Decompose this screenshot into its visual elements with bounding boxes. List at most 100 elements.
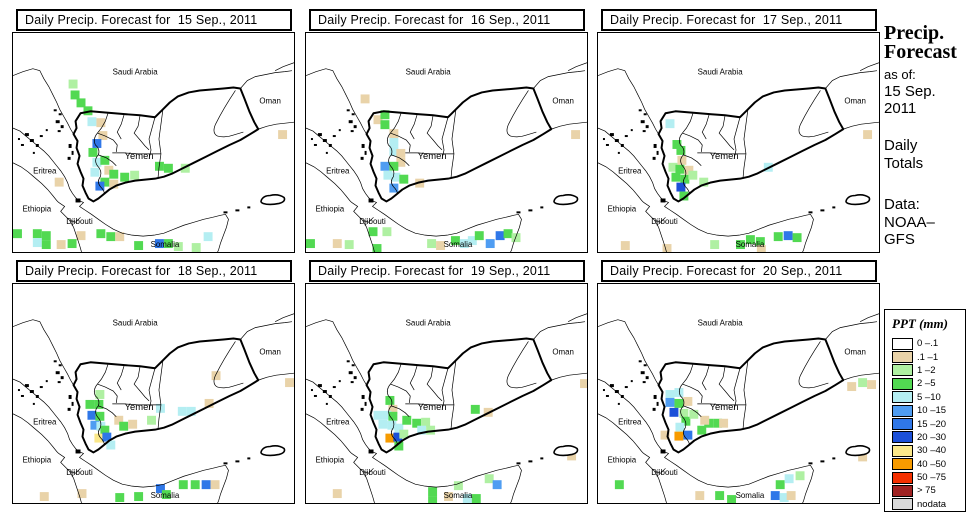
label-djibouti: Djibouti xyxy=(66,217,93,226)
legend-entry: 50 –75 xyxy=(892,471,965,484)
panel-title: Daily Precip. Forecast for 15 Sep., 2011 xyxy=(16,9,292,31)
legend-swatch xyxy=(892,418,913,431)
forecast-panel: Daily Precip. Forecast for 15 Sep., 2011 xyxy=(12,9,295,253)
border-yemen-internal xyxy=(701,114,710,140)
precip-cell xyxy=(92,157,102,167)
islands xyxy=(310,360,544,465)
label-saudi-arabia: Saudi Arabia xyxy=(113,68,159,77)
label-ethiopia: Ethiopia xyxy=(607,204,636,213)
border-yemen-internal xyxy=(682,383,703,403)
precip-cell xyxy=(85,399,95,409)
border-djibouti-somalia xyxy=(69,468,81,474)
coastline-oman-ne xyxy=(567,313,587,322)
label-yemen: Yemen xyxy=(710,150,739,161)
asof-date: 15 Sep. xyxy=(884,83,936,100)
precip-cell xyxy=(380,110,390,120)
border-yemen-internal xyxy=(697,152,746,155)
coastline-oman-south xyxy=(843,372,879,381)
border-oman-interior xyxy=(213,341,244,389)
label-eritrea: Eritrea xyxy=(618,418,642,427)
forecast-map: Saudi Arabia Oman Yemen Eritrea Ethiopia… xyxy=(305,32,588,253)
precip-cell xyxy=(470,404,480,414)
border-yemen-internal xyxy=(441,368,449,410)
precip-cell xyxy=(32,238,42,248)
precip-cell xyxy=(173,242,183,252)
label-djibouti: Djibouti xyxy=(359,217,386,226)
border-yemen-internal xyxy=(157,109,164,179)
border-eritrea-ethiopia xyxy=(306,413,352,454)
precip-cell xyxy=(332,239,342,249)
border-eritrea-ethiopia xyxy=(306,162,352,203)
legend-entry: 1 –2 xyxy=(892,364,965,377)
precip-cell xyxy=(795,471,805,481)
border-ethiopia-somalia xyxy=(362,471,375,503)
label-oman: Oman xyxy=(844,347,866,356)
label-ethiopia: Ethiopia xyxy=(22,455,51,464)
precip-cell xyxy=(106,232,116,242)
precip-cell xyxy=(211,371,221,381)
precip-cell xyxy=(383,170,393,180)
precip-cell xyxy=(161,490,171,500)
border-yemen-internal xyxy=(409,114,418,140)
border-oman-interior xyxy=(213,90,244,138)
basemap-lines xyxy=(13,313,294,503)
border-yemen-internal xyxy=(112,403,161,406)
precip-cell xyxy=(858,378,868,388)
precip-cell xyxy=(567,451,577,461)
legend-entry: 0 –.1 xyxy=(892,337,965,350)
forecast-panel: Daily Precip. Forecast for 16 Sep., 2011 xyxy=(305,9,588,253)
border-ethiopia-djibouti xyxy=(643,202,655,221)
border-yemen-internal xyxy=(98,405,117,418)
legend-label: 5 –10 xyxy=(917,391,941,403)
label-ethiopia: Ethiopia xyxy=(22,204,51,213)
precip-cells xyxy=(332,379,587,503)
border-yemen-internal xyxy=(678,132,690,194)
precip-cell xyxy=(54,177,64,187)
precip-cell xyxy=(90,420,100,430)
label-ethiopia: Ethiopia xyxy=(315,455,344,464)
precip-cell xyxy=(571,130,581,140)
precip-cell xyxy=(863,130,873,140)
precip-cell xyxy=(41,240,51,250)
map-svg: Saudi Arabia Oman Yemen Eritrea Ethiopia… xyxy=(306,62,587,252)
precip-cell xyxy=(511,233,521,243)
precip-cell xyxy=(689,409,699,419)
precip-cell xyxy=(204,398,214,408)
precip-cell xyxy=(128,419,138,429)
legend-swatch xyxy=(892,431,913,444)
precip-cell xyxy=(679,408,689,418)
precip-cell xyxy=(485,239,495,249)
precip-cell xyxy=(676,182,686,192)
label-yemen: Yemen xyxy=(418,401,447,412)
precip-cell xyxy=(39,492,49,502)
label-djibouti: Djibouti xyxy=(651,217,678,226)
forecast-panel: Daily Precip. Forecast for 17 Sep., 2011 xyxy=(597,9,880,253)
border-yemen-internal xyxy=(391,154,410,167)
precip-cell xyxy=(98,131,108,141)
islands xyxy=(17,109,251,214)
legend-entry: 30 –40 xyxy=(892,444,965,457)
precip-cell xyxy=(427,239,437,249)
precip-cell xyxy=(867,380,877,390)
legend-swatch xyxy=(892,458,913,471)
precip-cell xyxy=(95,390,105,399)
precip-cell xyxy=(134,492,144,502)
precip-cell xyxy=(119,421,129,431)
label-saudi-arabia: Saudi Arabia xyxy=(113,319,159,328)
border-yemen xyxy=(365,86,553,203)
border-yemen-internal xyxy=(426,366,443,402)
totals-line1: Daily xyxy=(884,137,918,154)
asof-block: as of: 15 Sep. 2011 xyxy=(884,66,936,117)
precip-cell xyxy=(389,161,399,171)
islands xyxy=(602,360,836,465)
border-yemen-internal xyxy=(409,365,418,391)
precip-cell xyxy=(675,164,685,174)
precip-cell xyxy=(155,484,165,494)
legend-label: 2 –5 xyxy=(917,378,936,390)
label-yemen: Yemen xyxy=(125,150,154,161)
border-yemen-internal xyxy=(116,365,125,391)
border-ethiopia-djibouti xyxy=(351,453,363,472)
precip-cell xyxy=(13,229,22,239)
legend-label: 20 –30 xyxy=(917,431,947,443)
border-yemen-internal xyxy=(405,152,454,155)
